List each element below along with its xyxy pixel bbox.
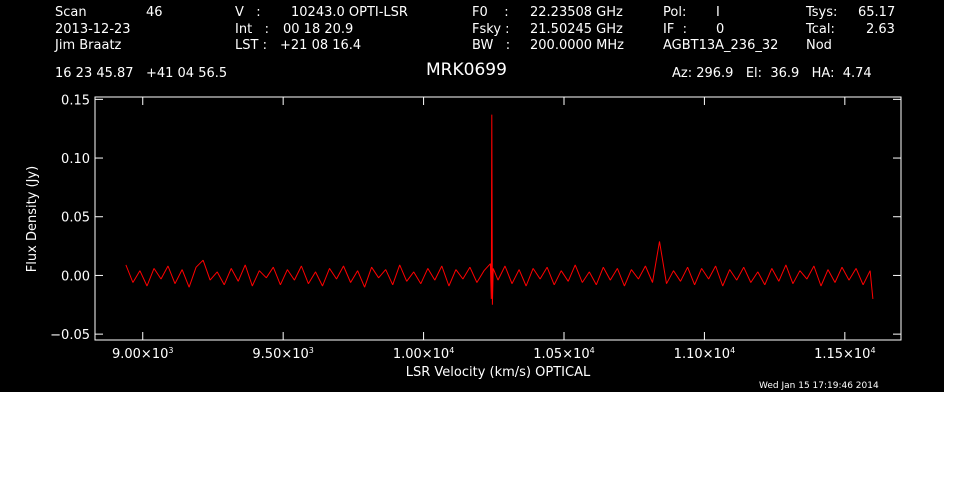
y-axis-label: Flux Density (Jy) xyxy=(25,166,40,272)
lst-label: LST : xyxy=(235,38,267,53)
if-label: IF : xyxy=(663,22,687,37)
spectrum-trace-group xyxy=(125,114,874,305)
plot-timestamp: Wed Jan 15 17:19:46 2014 xyxy=(759,381,879,391)
spectrum-chart: 9.00×103 9.50×103 1.00×104 1.05×104 1.10×104… xyxy=(25,93,902,380)
y-tick-label: 0.05 xyxy=(61,211,90,226)
proc-name: Nod xyxy=(806,38,832,53)
x-tick-label: 1.00×104 xyxy=(393,346,454,362)
obs-date: 2013-12-23 xyxy=(55,22,131,37)
x-tick-label: 1.10×104 xyxy=(674,346,735,362)
bw-label: BW : xyxy=(472,38,511,53)
velocity-label: V : xyxy=(235,5,261,20)
pol-value: I xyxy=(716,5,720,20)
tsys-value: 65.17 xyxy=(858,5,896,20)
fsky-label: Fsky : xyxy=(472,22,510,37)
int-label: Int : xyxy=(235,22,269,37)
x-tick-label: 1.05×104 xyxy=(533,346,594,362)
y-tick-label: 0.15 xyxy=(61,93,90,108)
lst-value: +21 08 16.4 xyxy=(280,38,362,53)
tcal-label: Tcal: xyxy=(806,22,835,37)
plot-frame xyxy=(94,96,902,341)
y-tick-label: 0.10 xyxy=(61,152,90,167)
tcal-value: 2.63 xyxy=(866,22,895,37)
az-el-ha: Az: 296.9 El: 36.9 HA: 4.74 xyxy=(672,66,872,81)
scan-value: 46 xyxy=(146,5,163,20)
y-axis-ticks: −0.05 0.00 0.05 0.10 0.15 xyxy=(50,93,901,343)
velocity-value: 10243.0 OPTI-LSR xyxy=(291,5,408,20)
observer-name: Jim Braatz xyxy=(55,38,122,53)
source-coords: 16 23 45.87 +41 04 56.5 xyxy=(55,66,228,81)
x-axis-label: LSR Velocity (km/s) OPTICAL xyxy=(406,365,591,380)
int-value: 00 18 20.9 xyxy=(283,22,354,37)
spectrum-trace xyxy=(125,114,874,305)
f0-value: 22.23508 GHz xyxy=(530,5,623,20)
bw-value: 200.0000 MHz xyxy=(530,38,624,53)
y-tick-label: −0.05 xyxy=(50,328,90,343)
if-value: 0 xyxy=(716,22,725,37)
x-axis-ticks: 9.00×103 9.50×103 1.00×104 1.05×104 1.10×104… xyxy=(112,97,876,362)
x-tick-label: 9.00×103 xyxy=(112,346,173,362)
f0-label: F0 : xyxy=(472,5,509,20)
pol-label: Pol: xyxy=(663,5,687,20)
y-tick-label: 0.00 xyxy=(61,269,90,284)
source-name: MRK0699 xyxy=(426,60,507,80)
x-tick-label: 1.15×104 xyxy=(814,346,875,362)
fsky-value: 21.50245 GHz xyxy=(530,22,623,37)
plot-panel: Scan 46 2013-12-23 Jim Braatz V : 10243.… xyxy=(0,0,944,392)
tsys-label: Tsys: xyxy=(806,5,838,20)
x-tick-label: 9.50×103 xyxy=(252,346,313,362)
scan-label: Scan xyxy=(55,5,87,20)
project-id: AGBT13A_236_32 xyxy=(663,38,779,53)
